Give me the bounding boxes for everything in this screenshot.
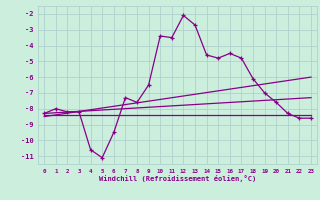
X-axis label: Windchill (Refroidissement éolien,°C): Windchill (Refroidissement éolien,°C)	[99, 175, 256, 182]
